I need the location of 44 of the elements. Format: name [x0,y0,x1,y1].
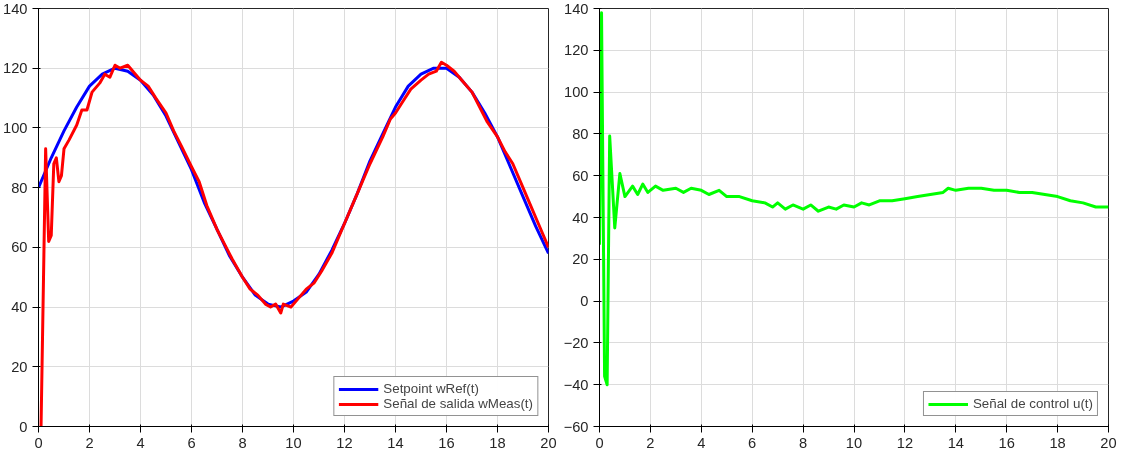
x-tick-label: 0 [595,434,604,451]
y-tick-label: 60 [572,167,589,184]
x-tick-label: 8 [799,434,808,451]
legend-label: Señal de salida wMeas(t) [383,396,533,411]
x-tick-label: 6 [187,434,196,451]
y-tick-label: 60 [11,239,28,256]
y-tick-label: 0 [580,293,589,310]
x-tick-label: 10 [845,434,863,451]
y-tick-label: 0 [19,418,28,435]
y-tick-label: 40 [11,299,28,316]
x-tick-label: 18 [489,434,506,451]
y-tick-label: 20 [11,358,28,375]
x-tick-label: 0 [34,434,43,451]
y-tick-label: 40 [572,209,589,226]
x-tick-label: 16 [438,434,455,451]
x-tick-label: 16 [998,434,1015,451]
y-tick-label: 140 [564,0,589,17]
y-tick-label: 100 [564,84,589,101]
legend-label: Setpoint wRef(t) [383,381,479,396]
x-tick-label: 2 [646,434,655,451]
y-tick-label: 120 [564,42,589,59]
y-tick-label: 80 [572,125,589,142]
y-tick-label: 120 [3,60,28,77]
y-tick-label: 100 [3,119,28,136]
x-tick-label: 6 [748,434,757,451]
x-tick-label: 12 [896,434,914,451]
x-tick-label: 4 [697,434,706,451]
x-tick-label: 12 [336,434,353,451]
x-tick-label: 4 [136,434,145,451]
y-tick-label: 80 [11,179,28,196]
y-tick-label: −20 [563,334,589,351]
x-tick-label: 14 [387,434,404,451]
y-tick-label: −60 [563,418,589,435]
x-tick-label: 8 [238,434,247,451]
legend-label: Señal de control u(t) [972,396,1093,411]
y-tick-label: 140 [3,0,28,17]
y-tick-label: 20 [572,251,589,268]
y-tick-label: −40 [563,376,589,393]
x-tick-label: 18 [1049,434,1066,451]
x-tick-label: 10 [285,434,302,451]
x-tick-label: 2 [85,434,94,451]
x-tick-label: 20 [1100,434,1117,451]
x-tick-label: 14 [947,434,964,451]
x-tick-label: 20 [540,434,557,451]
